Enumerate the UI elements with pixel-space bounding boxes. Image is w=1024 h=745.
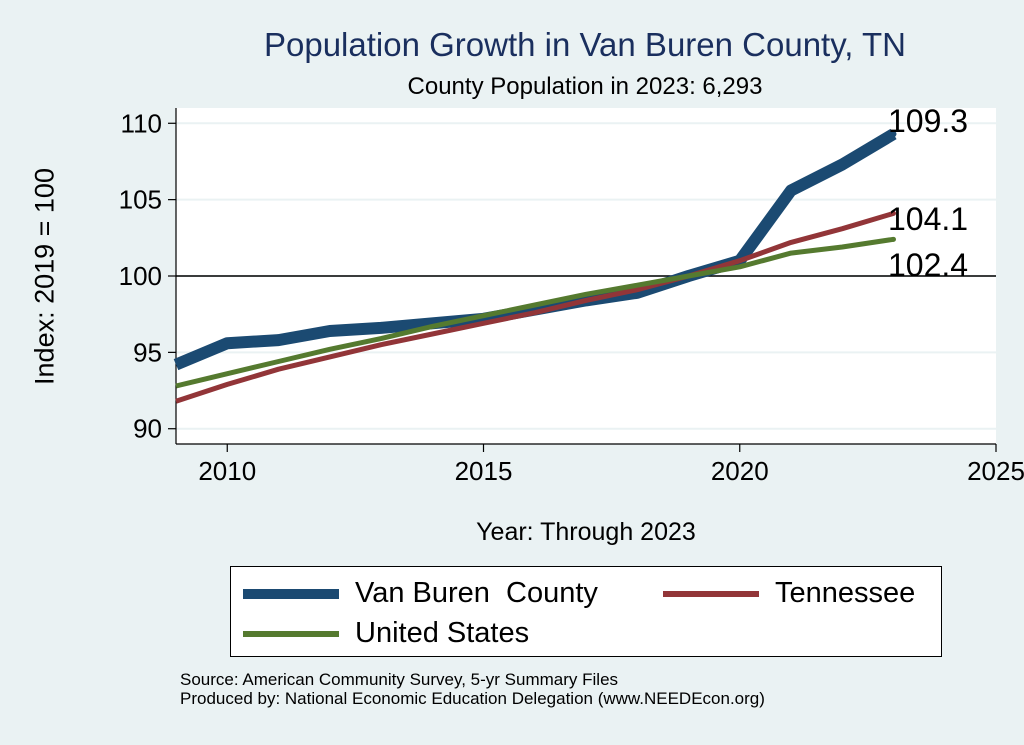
y-tick-label-105: 105 <box>119 185 162 215</box>
y-tick-label-100: 100 <box>119 261 162 291</box>
series-line-united-states <box>175 236 894 389</box>
x-tick-label-2025: 2025 <box>967 456 1024 486</box>
legend-item-van-buren-county: Van Buren County <box>243 577 598 610</box>
y-tick-label-95: 95 <box>133 337 162 367</box>
y-tick-label-110: 110 <box>121 108 162 138</box>
producer-note: Produced by: National Economic Education… <box>180 689 765 708</box>
legend-item-united-states: United States <box>243 617 529 650</box>
legend-label-united-states: United States <box>355 617 530 649</box>
series-endpoint-tennessee <box>891 210 896 216</box>
x-tick-label-2015: 2015 <box>455 456 513 486</box>
legend-item-tennessee: Tennessee <box>663 577 915 610</box>
series-line-van-buren-county <box>173 128 897 371</box>
x-tick-label-2020: 2020 <box>711 456 769 486</box>
x-axis-label: Year: Through 2023 <box>476 518 696 546</box>
y-tick-label-90: 90 <box>133 414 162 444</box>
end-value-label-van-buren-county: 109.3 <box>888 103 968 139</box>
y-axis-label: Index: 2019 = 100 <box>29 168 60 385</box>
legend-swatch-van-buren-county <box>243 588 339 599</box>
chart-title: Population Growth in Van Buren County, T… <box>263 26 907 63</box>
series-endpoint-united-states <box>891 236 896 242</box>
series-endpoint-van-buren-county <box>890 130 897 137</box>
legend: Van Buren County Tennessee United States <box>230 566 942 657</box>
legend-swatch-united-states <box>243 630 339 637</box>
line-chart: 90 95 100 105 110 2010 2015 2020 2025 109.3 104.1 1… <box>119 103 1024 486</box>
end-value-label-tennessee: 104.1 <box>888 201 968 237</box>
legend-label-van-buren-county: Van Buren County <box>355 577 598 609</box>
chart-subtitle: County Population in 2023: 6,293 <box>407 73 763 100</box>
series-line-tennessee <box>175 211 895 404</box>
end-value-label-united-states: 102.4 <box>888 247 968 283</box>
x-tick-label-2010: 2010 <box>198 456 256 486</box>
source-note: Source: American Community Survey, 5-yr … <box>180 670 619 689</box>
legend-label-tennessee: Tennessee <box>775 577 916 609</box>
legend-swatch-tennessee <box>663 590 759 597</box>
